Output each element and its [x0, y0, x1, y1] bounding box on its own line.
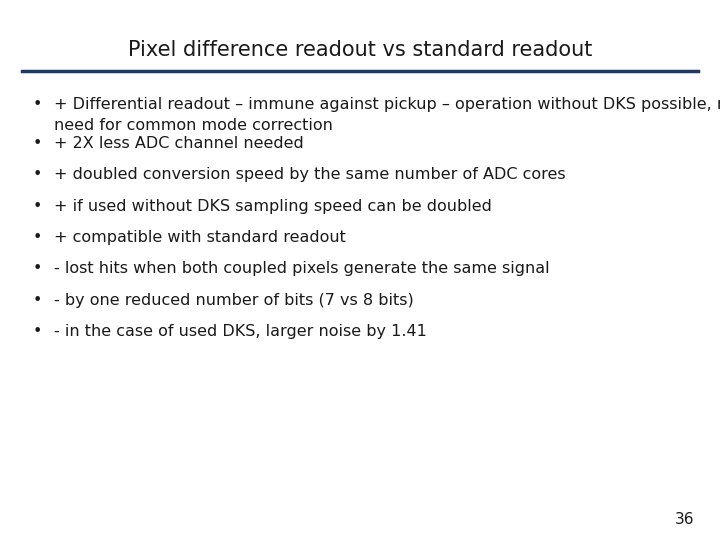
Text: •: •: [32, 261, 42, 276]
Text: + if used without DKS sampling speed can be doubled: + if used without DKS sampling speed can…: [54, 199, 492, 214]
Text: •: •: [32, 199, 42, 214]
Text: - lost hits when both coupled pixels generate the same signal: - lost hits when both coupled pixels gen…: [54, 261, 549, 276]
Text: + Differential readout – immune against pickup – operation without DKS possible,: + Differential readout – immune against …: [54, 97, 720, 112]
Text: •: •: [32, 230, 42, 245]
Text: •: •: [32, 97, 42, 112]
Text: - in the case of used DKS, larger noise by 1.41: - in the case of used DKS, larger noise …: [54, 324, 427, 339]
Text: - by one reduced number of bits (7 vs 8 bits): - by one reduced number of bits (7 vs 8 …: [54, 293, 414, 308]
Text: •: •: [32, 167, 42, 183]
Text: •: •: [32, 324, 42, 339]
Text: •: •: [32, 136, 42, 151]
Text: Pixel difference readout vs standard readout: Pixel difference readout vs standard rea…: [128, 40, 592, 60]
Text: need for common mode correction: need for common mode correction: [54, 118, 333, 133]
Text: + 2X less ADC channel needed: + 2X less ADC channel needed: [54, 136, 304, 151]
Text: + doubled conversion speed by the same number of ADC cores: + doubled conversion speed by the same n…: [54, 167, 566, 183]
Text: •: •: [32, 293, 42, 308]
Text: + compatible with standard readout: + compatible with standard readout: [54, 230, 346, 245]
Text: 36: 36: [675, 511, 695, 526]
